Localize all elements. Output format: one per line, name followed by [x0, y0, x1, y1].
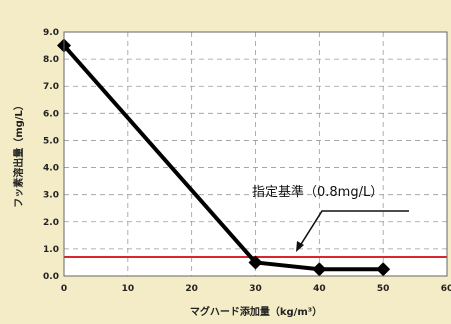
y-tick-labels: 0.0 1.0 2.0 3.0 4.0 5.0 6.0 7.0 8.0 9.0 — [43, 28, 59, 282]
x-tick-label: 20 — [185, 284, 198, 294]
grid — [64, 32, 447, 276]
y-tick-label: 5.0 — [43, 136, 59, 146]
y-tick-label: 4.0 — [43, 164, 59, 174]
y-tick-label: 8.0 — [43, 55, 59, 65]
x-tick-label: 0 — [61, 284, 67, 294]
data-point-marker — [376, 262, 391, 277]
annotation-arrow-head — [296, 241, 304, 252]
data-point-marker — [248, 255, 263, 270]
x-tick-label: 10 — [122, 284, 135, 294]
x-tick-label: 50 — [377, 284, 390, 294]
y-axis-title: フッ素溶出量（mg/L） — [12, 100, 25, 208]
x-axis-title: マグハード添加量（kg/m³） — [190, 305, 322, 318]
y-tick-label: 2.0 — [43, 218, 59, 228]
plot-border — [63, 31, 448, 277]
annotation-arrow-line — [297, 210, 409, 250]
series-line — [62, 44, 384, 272]
y-tick-label: 1.0 — [43, 245, 59, 255]
x-tick-label: 40 — [313, 284, 326, 294]
y-tick-label: 3.0 — [43, 191, 59, 201]
y-tick-label: 6.0 — [43, 109, 59, 119]
annotation: 指定基準（0.8mg/L） — [252, 184, 409, 252]
x-tick-label: 30 — [249, 284, 262, 294]
y-tick-label: 7.0 — [43, 82, 59, 92]
reference-label: 指定基準（0.8mg/L） — [252, 184, 383, 200]
y-tick-label: 0.0 — [43, 272, 59, 282]
x-tick-label: 60 — [441, 284, 451, 294]
x-tick-labels: 0 10 20 30 40 50 60 — [61, 284, 451, 294]
data-point-marker — [312, 262, 327, 277]
y-tick-label: 9.0 — [43, 28, 59, 38]
